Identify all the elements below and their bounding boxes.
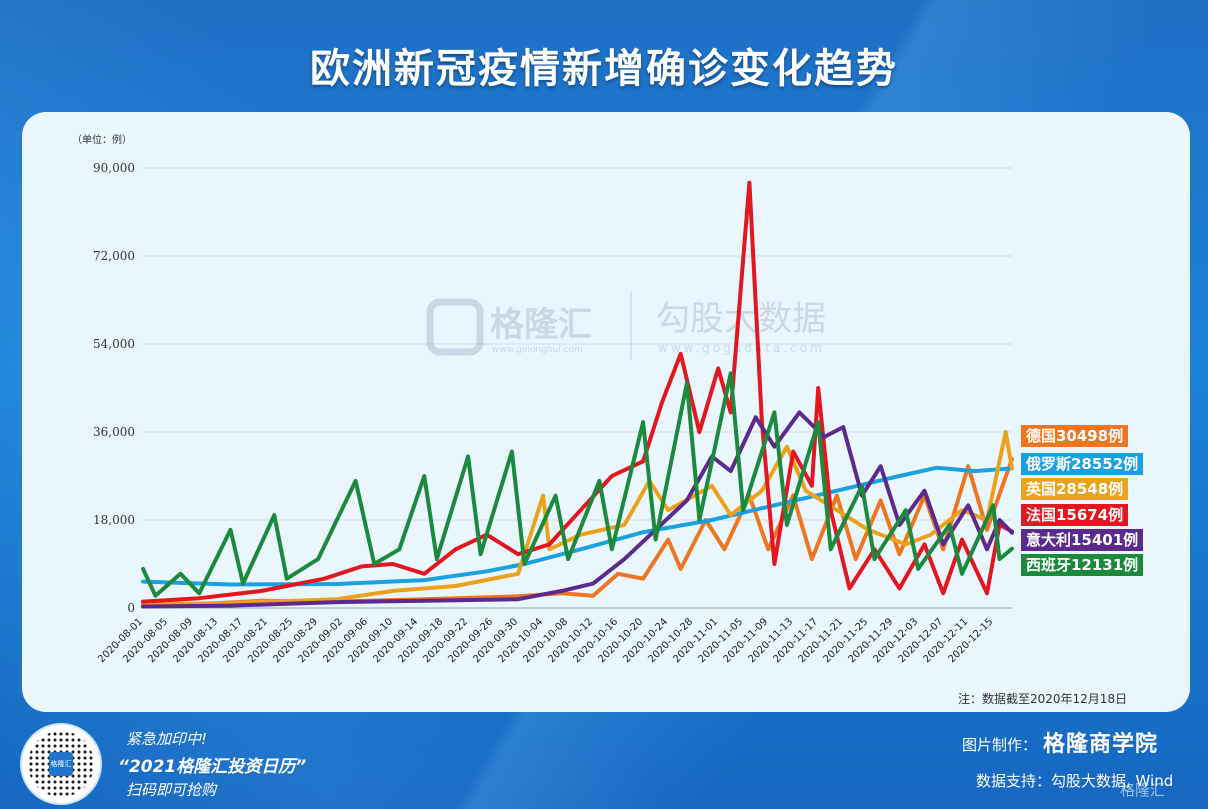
page-title: 欧洲新冠疫情新增确诊变化趋势 [310,46,898,92]
legend-item: 俄罗斯28552例 [1021,453,1144,475]
series-line [141,371,1014,598]
series-line [141,465,1014,587]
promo-line-3: 扫码即可抢购 [126,781,217,799]
legend-item: 英国28548例 [1021,478,1129,500]
y-axis-unit-label: （单位：例） [72,133,132,146]
x-tick-label: 2020-12-15 [946,616,995,665]
promo-line-1: 紧急加印中! [126,730,208,748]
series-line [141,410,1014,609]
promo-line-2: “2021格隆汇投资日历” [118,757,307,777]
qr-code[interactable]: 格隆汇 [20,723,102,805]
legend-item: 德国30498例 [1021,425,1129,447]
series-line [141,180,1014,604]
y-tick-label: 0 [127,601,135,615]
series-西班牙 [141,371,1014,598]
data-note: 注：数据截至2020年12月18日 [958,692,1128,706]
chart-panel [22,112,1190,712]
series-英国 [141,430,1014,607]
credit-brand: 格隆商学院 [1043,732,1159,757]
data-source: 数据支持：勾股大数据, Wind [976,772,1174,790]
series-line [141,430,1014,607]
credit-label: 图片制作： [962,736,1038,754]
series-意大利 [141,410,1014,609]
legend-item: 意大利15401例 [1021,529,1144,551]
watermark: 格隆汇 www.gelonghui.com 勾股大数据 www.gogudata… [426,292,826,360]
corner-logo: 格隆汇 [1120,781,1166,799]
y-tick-label: 54,000 [93,337,135,351]
series-俄罗斯 [141,465,1014,587]
y-tick-label: 90,000 [93,161,135,175]
qr-logo-icon: 格隆汇 [49,752,73,776]
legend-item: 法国15674例 [1021,504,1129,526]
legend-item: 西班牙12131例 [1021,554,1144,576]
line-chart: 格隆汇 www.gelonghui.com 勾股大数据 www.gogudata… [72,133,1014,665]
watermark-brand2-url: www.gogudata.com [658,341,825,355]
y-tick-label: 72,000 [93,249,135,263]
watermark-logo-icon [426,298,484,356]
series-法国 [141,180,1014,604]
y-tick-label: 36,000 [93,425,135,439]
watermark-brand-url: www.gelonghui.com [492,345,583,355]
y-tick-label: 18,000 [93,513,135,527]
watermark-brand: 格隆汇 [490,305,592,345]
